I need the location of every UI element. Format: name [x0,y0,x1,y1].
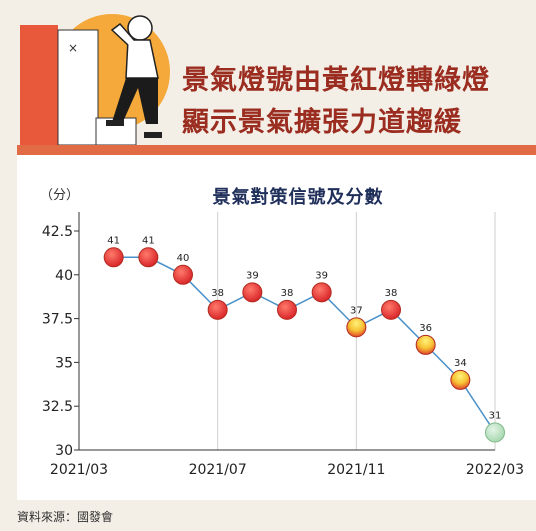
series-line [113,256,496,433]
data-label-2021-07: 38 [211,288,224,299]
y-tick-label-35: 35 [55,355,73,371]
data-label-2021-08: 39 [246,270,259,281]
y-tick-label-32.5: 32.5 [42,399,73,415]
y-tick-label-37.5: 37.5 [42,312,73,328]
red-block [20,25,58,145]
white-box-tall [57,29,99,146]
person-on-boxes-illustration: × [20,14,170,146]
data-label-2021-11: 37 [350,305,363,316]
chart-title: 景氣對策信號及分數 [212,187,384,208]
y-axis-unit: （分） [40,188,80,203]
person-legs [112,78,158,124]
chart-panel [17,155,536,500]
data-point-2022-01 [415,334,436,355]
x-tick-label-2022-03: 2022/03 [466,462,524,478]
x-mark: × [68,41,78,55]
data-point-2021-07 [207,299,228,320]
x-tick-label-2021-07: 2021/07 [189,462,247,478]
person-arm [110,22,135,46]
data-label-2021-12: 38 [385,288,398,299]
data-point-2021-06 [173,264,193,285]
data-label-2021-06: 40 [177,253,190,264]
data-point-2021-11 [346,317,367,338]
accent-band [17,145,536,155]
illustration: × [20,14,170,146]
y-tick-label-40: 40 [55,268,73,284]
data-label-2021-09: 38 [281,288,294,299]
data-point-2021-09 [277,299,297,320]
data-label-2021-04: 41 [107,235,120,246]
data-label-2022-02: 34 [454,358,467,369]
source-note: 資料來源：國發會 [17,510,114,524]
data-point-2021-10 [311,282,332,303]
data-point-2021-08 [242,282,263,303]
x-tick-label-2021-03: 2021/03 [50,462,108,478]
person-shoe-right [144,132,162,138]
y-tick-label-42.5: 42.5 [42,224,73,240]
data-point-2021-12 [381,299,401,320]
data-point-2021-05 [138,247,159,268]
data-label-2021-05: 41 [142,235,155,246]
data-label-2022-01: 36 [419,323,432,334]
data-point-2022-02 [450,369,471,390]
data-label-2022-03: 31 [489,410,502,421]
data-label-2021-10: 39 [315,270,328,281]
headline-line-1: 景氣燈號由黃紅燈轉綠燈 [182,65,490,96]
headline-line-2: 顯示景氣擴張力道趨緩 [182,107,462,138]
y-tick-label-30: 30 [55,443,73,459]
data-point-2021-04 [103,247,124,268]
data-point-2022-03 [485,422,505,443]
person-shoe-left [106,120,124,126]
x-tick-label-2021-11: 2021/11 [327,462,385,478]
